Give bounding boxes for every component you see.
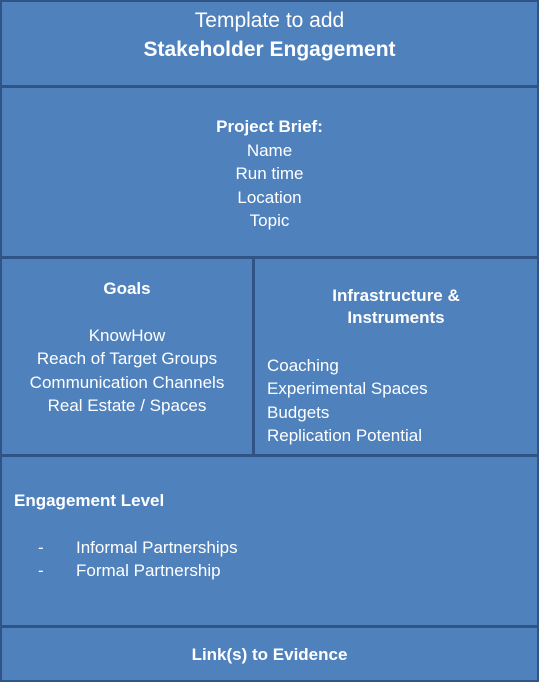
- list-item: Reach of Target Groups: [36, 349, 218, 369]
- bullet-dash: -: [38, 561, 44, 581]
- header-title-line2: Stakeholder Engagement: [143, 38, 396, 61]
- engagement-level-list: - Informal Partnerships - Formal Partnersh…: [38, 536, 238, 583]
- list-item: - Formal Partnership: [38, 559, 238, 582]
- goals-list: KnowHow Reach of Target Groups Communica…: [2, 324, 252, 417]
- header-title-line1: Template to add: [194, 9, 345, 32]
- bullet-dash: -: [38, 538, 44, 557]
- project-brief-title: Project Brief:: [216, 117, 323, 136]
- project-brief-section: Project Brief: Name Run time Location To…: [0, 86, 539, 258]
- list-item: Experimental Spaces: [267, 379, 428, 399]
- list-item: Topic: [249, 210, 290, 230]
- engagement-level-section: Engagement Level - Informal Partnerships …: [0, 455, 539, 627]
- evidence-section: Link(s) to Evidence: [0, 626, 539, 682]
- list-item: Communication Channels: [29, 372, 225, 392]
- goals-title: Goals: [103, 279, 151, 298]
- list-item: Real Estate / Spaces: [47, 395, 207, 415]
- list-item-label: Formal Partnership: [76, 561, 221, 581]
- list-item: KnowHow: [88, 326, 166, 345]
- infrastructure-list: Coaching Experimental Spaces Budgets Rep…: [267, 354, 428, 447]
- list-item: Run time: [235, 164, 304, 184]
- infrastructure-title-line1: Infrastructure &: [332, 286, 460, 305]
- list-item: Budgets: [267, 402, 330, 422]
- goals-section: Goals KnowHow Reach of Target Groups Com…: [0, 257, 254, 456]
- infrastructure-section: Infrastructure & Instruments Coaching Ex…: [253, 257, 539, 456]
- list-item: - Informal Partnerships: [38, 536, 238, 559]
- list-item: Location: [237, 187, 302, 207]
- evidence-title: Link(s) to Evidence: [191, 645, 348, 664]
- infrastructure-title-line2: Instruments: [347, 308, 445, 327]
- list-item: Coaching: [267, 356, 339, 375]
- list-item-label: Informal Partnerships: [76, 538, 238, 557]
- project-brief-list: Name Run time Location Topic: [2, 139, 537, 232]
- engagement-level-title: Engagement Level: [14, 491, 165, 510]
- list-item: Name: [246, 141, 293, 160]
- template-header: Template to add Stakeholder Engagement: [0, 0, 539, 87]
- list-item: Replication Potential: [267, 425, 422, 445]
- infrastructure-title: Infrastructure & Instruments: [255, 285, 537, 329]
